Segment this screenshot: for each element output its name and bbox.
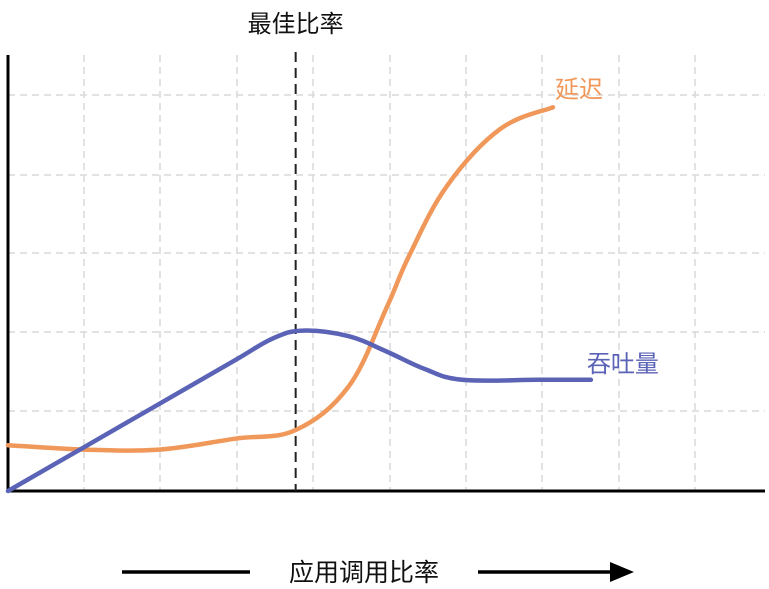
series-group [5, 105, 594, 494]
optimal-ratio-label: 最佳比率 [248, 10, 344, 38]
x-axis-label: 应用调用比率 [289, 558, 439, 587]
axes [6, 55, 765, 493]
series-label-latency: 延迟 [555, 75, 603, 103]
series-line-latency [5, 105, 556, 453]
x-label-arrowhead [610, 562, 634, 582]
optimal-ratio-annotation: 最佳比率 [248, 10, 344, 491]
x-axis-label-group: 应用调用比率 [122, 558, 634, 587]
series-label-throughput: 吞吐量 [587, 350, 659, 378]
grid [8, 55, 765, 491]
series-line-throughput [5, 328, 594, 494]
